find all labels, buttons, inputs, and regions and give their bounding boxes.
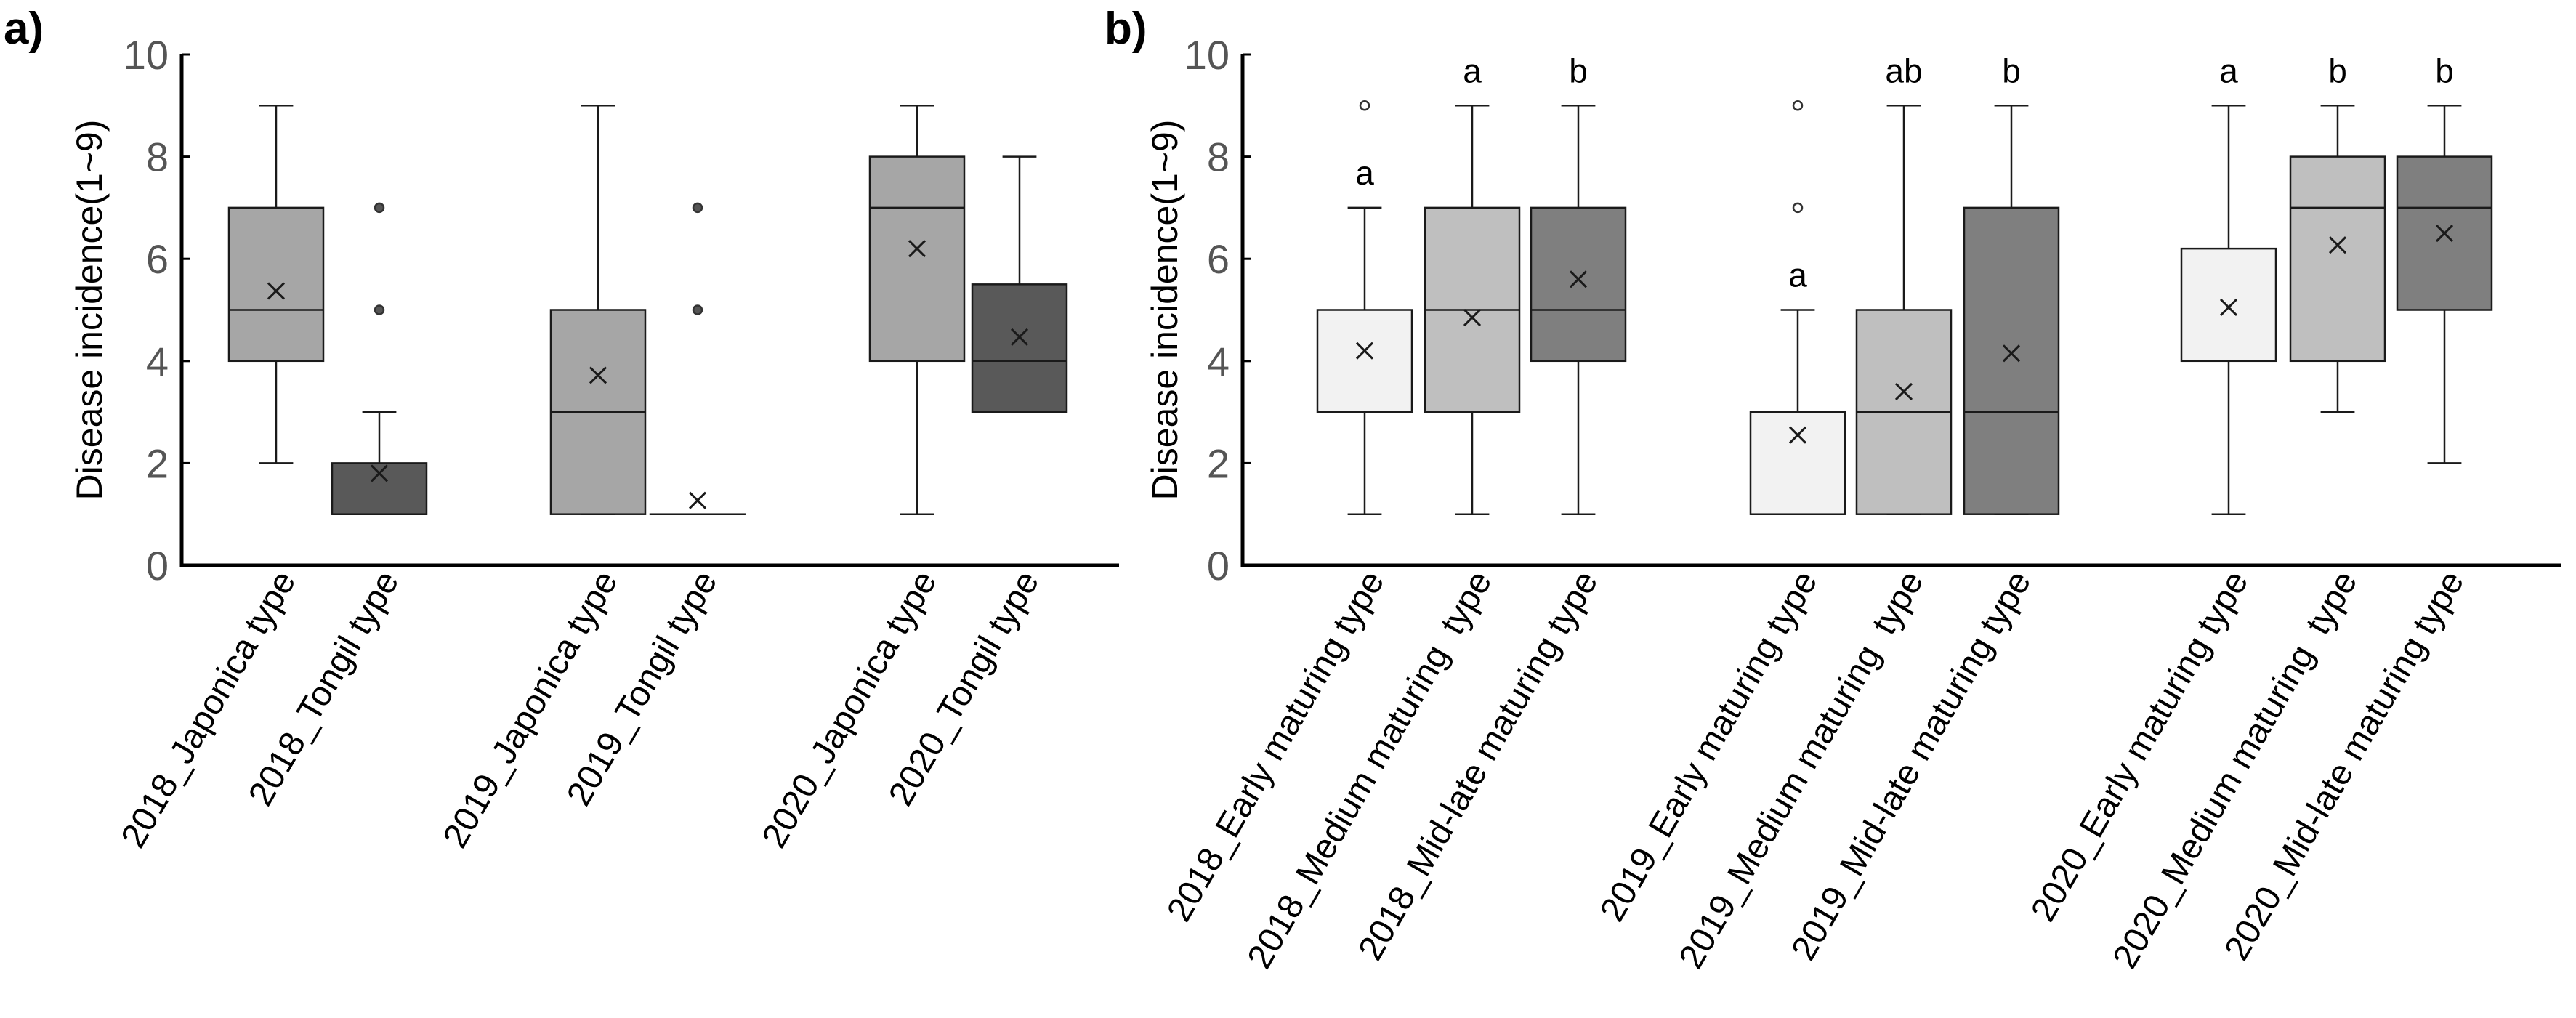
significance-letter: b bbox=[1569, 52, 1588, 89]
panel-b-label: b) bbox=[1105, 4, 1147, 54]
y-tick-label: 4 bbox=[1207, 339, 1230, 384]
mean-marker bbox=[908, 240, 926, 258]
y-tick-label: 4 bbox=[146, 339, 169, 384]
outlier-point bbox=[692, 202, 703, 214]
mean-marker bbox=[370, 464, 389, 482]
significance-letter: b bbox=[2002, 52, 2021, 89]
box-body bbox=[868, 155, 966, 363]
mean-marker bbox=[688, 491, 707, 509]
box-body bbox=[2180, 247, 2277, 363]
significance-letter: a bbox=[1355, 154, 1374, 192]
box-body bbox=[971, 283, 1068, 413]
box-body bbox=[227, 206, 325, 363]
mean-marker bbox=[267, 282, 286, 300]
x-tick-label: 2020_Japonica type bbox=[755, 565, 945, 855]
mean-marker bbox=[2002, 344, 2021, 363]
outlier-point bbox=[1359, 100, 1370, 111]
mean-marker bbox=[2435, 224, 2454, 243]
panel-a-label: a) bbox=[4, 4, 44, 54]
panel-b: b) 0 2 4 6 8 10 Disease incidence(1~9) a 2018_Ea… bbox=[1105, 4, 2561, 975]
box-body bbox=[331, 462, 428, 515]
outlier-point bbox=[374, 304, 385, 315]
y-axis-title: Disease incidence(1~9) bbox=[1144, 120, 1185, 501]
mean-marker bbox=[1355, 342, 1374, 360]
mean-marker bbox=[1788, 426, 1807, 444]
mean-marker bbox=[589, 366, 607, 384]
y-tick-label: 0 bbox=[146, 543, 169, 589]
box-body bbox=[2289, 155, 2386, 363]
box-3: a 2019_Early maturing type bbox=[1593, 100, 1846, 928]
mean-marker bbox=[2219, 298, 2238, 317]
box-body bbox=[1316, 309, 1413, 413]
x-tick-label: 2018_Early maturing type bbox=[1160, 565, 1392, 928]
mean-marker bbox=[1463, 308, 1482, 327]
y-tick-label: 6 bbox=[1207, 236, 1230, 282]
mean-marker bbox=[2328, 236, 2347, 254]
box-body bbox=[1749, 411, 1846, 515]
outlier-point bbox=[692, 304, 703, 315]
y-tick-label: 0 bbox=[1207, 543, 1230, 589]
x-tick-label: 2019_Japonica type bbox=[436, 565, 626, 855]
y-tick-label: 2 bbox=[146, 440, 169, 486]
y-tick-label: 8 bbox=[1207, 134, 1230, 180]
y-tick-label: 10 bbox=[1184, 32, 1230, 78]
y-tick-label: 10 bbox=[124, 32, 169, 78]
significance-letter: b bbox=[2328, 52, 2347, 89]
x-tick-label: 2020_Early maturing type bbox=[2024, 565, 2256, 928]
significance-letter: a bbox=[2219, 52, 2238, 89]
x-tick-label: 2019_Early maturing type bbox=[1593, 565, 1825, 928]
outlier-point bbox=[1792, 202, 1804, 214]
y-tick-label: 8 bbox=[146, 134, 169, 180]
significance-letter: ab bbox=[1885, 52, 1922, 89]
box-0: a 2018_Early maturing type bbox=[1160, 100, 1413, 928]
box-body bbox=[1530, 206, 1627, 363]
significance-letter: a bbox=[1463, 52, 1482, 89]
y-tick-label: 2 bbox=[1207, 440, 1230, 486]
outlier-point bbox=[1792, 100, 1804, 111]
significance-letter: b bbox=[2435, 52, 2454, 89]
mean-marker bbox=[1894, 382, 1913, 401]
outlier-point bbox=[374, 202, 385, 214]
box-body bbox=[1963, 206, 2060, 515]
mean-marker bbox=[1010, 328, 1029, 346]
y-tick-label: 6 bbox=[146, 236, 169, 282]
mean-marker bbox=[1569, 270, 1588, 288]
y-axis-title: Disease incidence(1~9) bbox=[69, 120, 110, 501]
significance-letter: a bbox=[1788, 256, 1807, 294]
